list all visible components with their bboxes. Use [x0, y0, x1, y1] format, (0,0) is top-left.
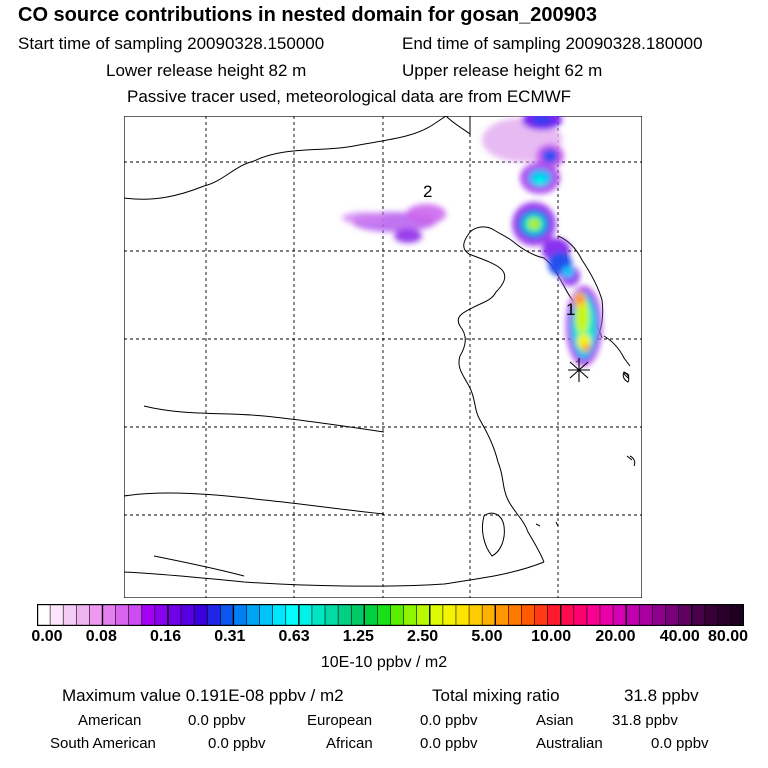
taiwan-island — [481, 512, 505, 557]
colorbar-cell — [102, 604, 117, 626]
colorbar-cell — [377, 604, 392, 626]
colorbar-cell — [455, 604, 470, 626]
colorbar-cell — [351, 604, 365, 626]
asian-value: 31.8 ppbv — [612, 712, 678, 729]
colorbar — [37, 604, 744, 626]
colorbar-cell — [181, 604, 195, 626]
colorbar-cell — [730, 604, 744, 626]
small-islands — [535, 372, 633, 527]
colorbar-cell — [613, 604, 627, 626]
african-value: 0.0 ppbv — [420, 735, 478, 752]
source-label-2: 2 — [423, 182, 432, 201]
colorbar-cell — [89, 604, 104, 626]
american-name: American — [78, 712, 142, 729]
colorbar-cell — [547, 604, 562, 626]
colorbar-tick-label: 0.00 — [31, 628, 63, 645]
colorbar-cell — [259, 604, 274, 626]
colorbar-cell — [678, 604, 693, 626]
total-mixing-value: 31.8 ppbv — [624, 686, 699, 705]
colorbar-cell — [573, 604, 588, 626]
colorbar-cell — [560, 604, 575, 626]
colorbar-cell — [298, 604, 313, 626]
colorbar-tick-label: 40.00 — [659, 628, 700, 645]
graticule — [124, 116, 642, 598]
colorbar-cell — [599, 604, 614, 626]
european-name: European — [307, 712, 373, 729]
colorbar-cell — [207, 604, 221, 626]
colorbar-cell — [390, 604, 405, 626]
colorbar-cell — [285, 604, 300, 626]
south-american-name: South American — [50, 735, 156, 752]
south-american-value: 0.0 ppbv — [208, 735, 266, 752]
colorbar-cell — [665, 604, 680, 626]
asian-name: Asian — [536, 712, 574, 729]
receptor-asterisk-icon — [568, 358, 590, 382]
upper-height-label: Upper release height 62 m — [402, 61, 603, 80]
colorbar-tick-label: 20.00 — [595, 628, 636, 645]
colorbar-cell — [521, 604, 536, 626]
coastlines — [124, 116, 636, 587]
colorbar-cell — [63, 604, 77, 626]
colorbar-cell — [167, 604, 182, 626]
colorbar-cell — [534, 604, 549, 626]
colorbar-tick-label: 80.00 — [707, 628, 749, 645]
page-title: CO source contributions in nested domain… — [18, 4, 598, 26]
colorbar-cell — [325, 604, 339, 626]
concentration-plume — [342, 116, 602, 366]
colorbar-cell — [246, 604, 261, 626]
colorbar-tick-label: 0.63 — [278, 628, 310, 645]
colorbar-cell — [128, 604, 143, 626]
colorbar-cell — [141, 604, 156, 626]
colorbar-cell — [442, 604, 457, 626]
colorbar-tick-label: 0.16 — [149, 628, 182, 645]
colorbar-cell — [416, 604, 431, 626]
colorbar-cell — [403, 604, 418, 626]
max-value-label: Maximum value 0.191E-08 ppbv / m2 — [62, 686, 344, 705]
colorbar-cell — [639, 604, 653, 626]
colorbar-cell — [37, 604, 51, 626]
colorbar-tick-label: 0.31 — [214, 628, 246, 645]
colorbar-cell — [154, 604, 169, 626]
colorbar-cell — [717, 604, 732, 626]
colorbar-cell — [429, 604, 444, 626]
colorbar-cell — [626, 604, 640, 626]
european-value: 0.0 ppbv — [420, 712, 478, 729]
colorbar-tick-label: 5.00 — [471, 628, 503, 645]
tracer-note: Passive tracer used, meteorological data… — [127, 87, 572, 106]
african-name: African — [326, 735, 373, 752]
colorbar-tick-label: 10.00 — [531, 628, 572, 645]
colorbar-cell — [194, 604, 208, 626]
total-mixing-label: Total mixing ratio — [432, 686, 560, 705]
colorbar-cell — [652, 604, 667, 626]
colorbar-cell — [508, 604, 523, 626]
colorbar-tick-label: 2.50 — [407, 628, 439, 645]
colorbar-cell — [76, 604, 90, 626]
colorbar-cell — [469, 604, 483, 626]
colorbar-cell — [495, 604, 509, 626]
lower-height-label: Lower release height 82 m — [106, 61, 307, 80]
colorbar-unit: 10E-10 ppbv / m2 — [320, 654, 448, 671]
source-label-1: 1 — [566, 300, 575, 319]
colorbar-cell — [272, 604, 287, 626]
colorbar-tick-label: 1.25 — [342, 628, 374, 645]
australian-value: 0.0 ppbv — [651, 735, 709, 752]
colorbar-cell — [364, 604, 378, 626]
start-time-label: Start time of sampling 20090328.150000 — [18, 34, 325, 53]
american-value: 0.0 ppbv — [188, 712, 246, 729]
colorbar-tick-label: 0.08 — [85, 628, 117, 645]
colorbar-cell — [220, 604, 234, 626]
australian-name: Australian — [536, 735, 603, 752]
colorbar-cell — [704, 604, 719, 626]
end-time-label: End time of sampling 20090328.180000 — [402, 34, 703, 53]
colorbar-cell — [586, 604, 601, 626]
colorbar-cell — [115, 604, 130, 626]
colorbar-cell — [233, 604, 248, 626]
map-panel: 2 1 — [124, 116, 642, 598]
colorbar-cell — [691, 604, 706, 626]
colorbar-cell — [482, 604, 496, 626]
map-canvas: 2 1 — [124, 116, 642, 598]
colorbar-cell — [50, 604, 64, 626]
colorbar-cell — [311, 604, 326, 626]
colorbar-cell — [338, 604, 352, 626]
